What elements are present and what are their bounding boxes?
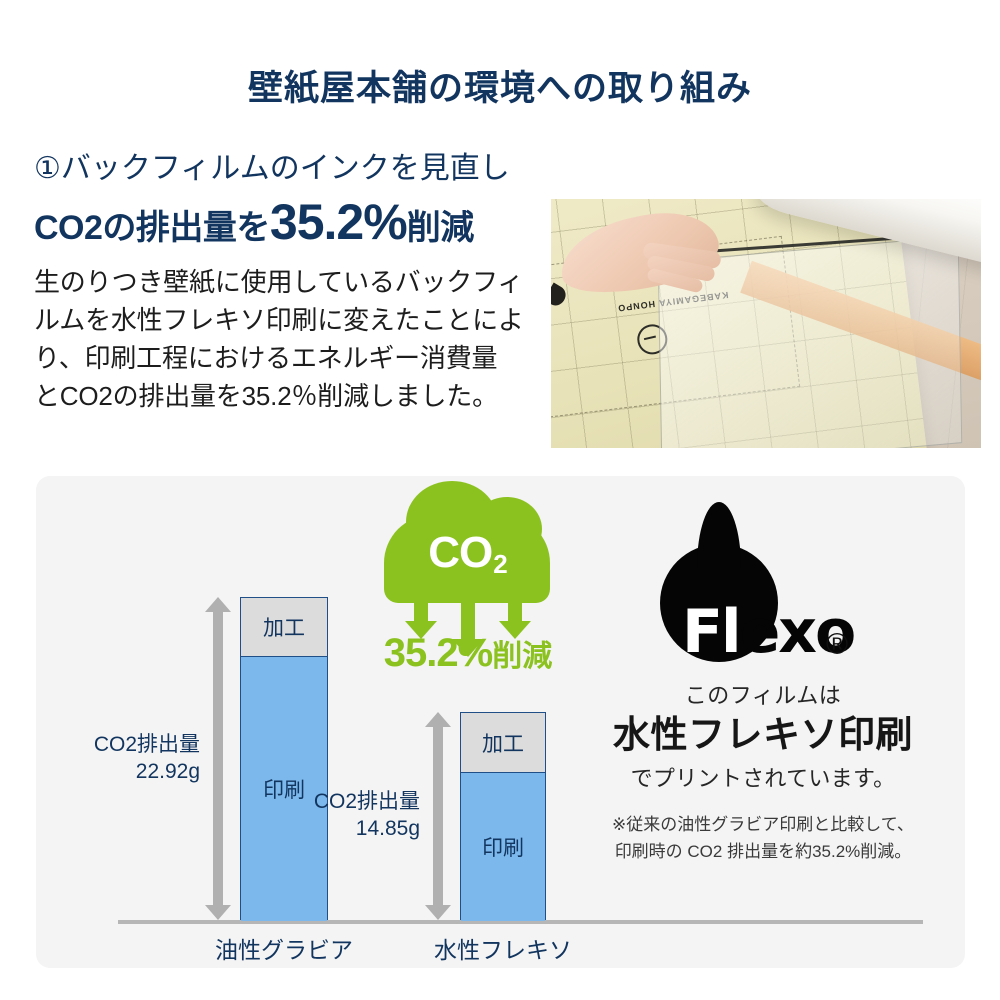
flexo-wordmark: Flexo — [682, 602, 856, 662]
bar-segment-print: 印刷 — [461, 773, 545, 921]
measure-arrow-water-flexo — [425, 712, 451, 920]
intro-body-line: 生のりつき壁紙に使用しているバックフィ — [34, 267, 524, 297]
flexo-line-main: 水性フレキソ印刷 — [613, 714, 913, 755]
flexo-description: このフィルムは 水性フレキソ印刷 でプリントされています。 ※従来の油性グラビア… — [598, 678, 928, 865]
intro-body-line: り、印刷工程におけるエネルギー消費量 — [34, 342, 498, 373]
bar-oil-gravure: 加工 印刷 — [240, 597, 328, 921]
intro-body-line: ルムを水性フレキソ印刷に変えたことによ — [34, 304, 524, 335]
flexo-note-line: 印刷時の CO2 排出量を約35.2%削減。 — [614, 841, 912, 861]
co2-cloud-icon: CO2 — [378, 481, 558, 685]
flexo-note: ※従来の油性グラビア印刷と比較して、 印刷時の CO2 排出量を約35.2%削減… — [598, 811, 928, 865]
intro-lead: ①バックフィルムのインクを見直し — [34, 152, 510, 185]
flexo-note-line: ※従来の油性グラビア印刷と比較して、 — [612, 814, 914, 834]
co2-bar-chart: 加工 印刷 CO2排出量 22.92g 油性グラビア 加工 印刷 CO2排出量 … — [36, 476, 965, 968]
headline-prefix: CO2の排出量を — [34, 208, 270, 247]
measure-total: 14.85g — [355, 817, 420, 841]
measure-label-oil-gravure: CO2排出量 22.92g — [72, 731, 200, 786]
flexo-word-black: exo — [739, 597, 857, 667]
measure-total: 22.92g — [135, 760, 200, 784]
cloud-shape — [384, 481, 550, 603]
category-label-oil-gravure: 油性グラビア — [215, 937, 353, 963]
headline-suffix: 削減 — [406, 208, 475, 247]
measure-caption: CO2排出量 — [93, 733, 200, 756]
chart-baseline — [118, 920, 923, 924]
bar-segment-print: 印刷 — [241, 657, 327, 921]
page-title: 壁紙屋本舗の環境への取り組み — [247, 69, 752, 108]
bar-segment-process: 加工 — [241, 598, 327, 657]
reduction-number: 35.2% — [383, 631, 493, 675]
co2-label-main: CO — [428, 528, 493, 577]
flexo-line-bottom: でプリントされています。 — [630, 765, 896, 791]
measure-caption: CO2排出量 — [313, 790, 420, 813]
intro-block: ①バックフィルムのインクを見直し CO2の排出量を35.2%削減 生のりつき壁紙… — [34, 150, 534, 416]
bar-water-flexo: 加工 印刷 — [460, 712, 546, 921]
flexo-line-top: このフィルムは — [684, 683, 842, 708]
reduction-value: 35.2%削減 — [356, 633, 580, 673]
intro-body: 生のりつき壁紙に使用しているバックフィ ルムを水性フレキソ印刷に変えたことによ … — [34, 264, 534, 416]
flexo-word-white: Fl — [682, 597, 742, 667]
measure-arrow-oil-gravure — [205, 597, 231, 920]
bar-segment-process: 加工 — [461, 713, 545, 773]
category-label-water-flexo: 水性フレキソ — [434, 937, 572, 963]
registered-trademark-icon: ® — [826, 628, 849, 661]
arrow-down-icon — [499, 601, 531, 639]
measure-label-water-flexo: CO2排出量 14.85g — [292, 788, 420, 843]
reduction-suffix: 削減 — [492, 640, 553, 673]
intro-body-line: とCO2の排出量を35.2％削減しました。 — [34, 380, 498, 411]
co2-label-sub: 2 — [493, 549, 508, 579]
co2-label: CO2 — [384, 528, 550, 578]
headline-value: 35.2% — [269, 193, 408, 250]
wallpaper-photo: KABEGAMIYA HONPO — [551, 199, 981, 448]
down-arrows-icon — [378, 601, 558, 663]
arrow-down-icon — [452, 601, 484, 657]
arrow-down-icon — [405, 601, 437, 639]
intro-headline: CO2の排出量を35.2%削減 — [34, 193, 534, 250]
